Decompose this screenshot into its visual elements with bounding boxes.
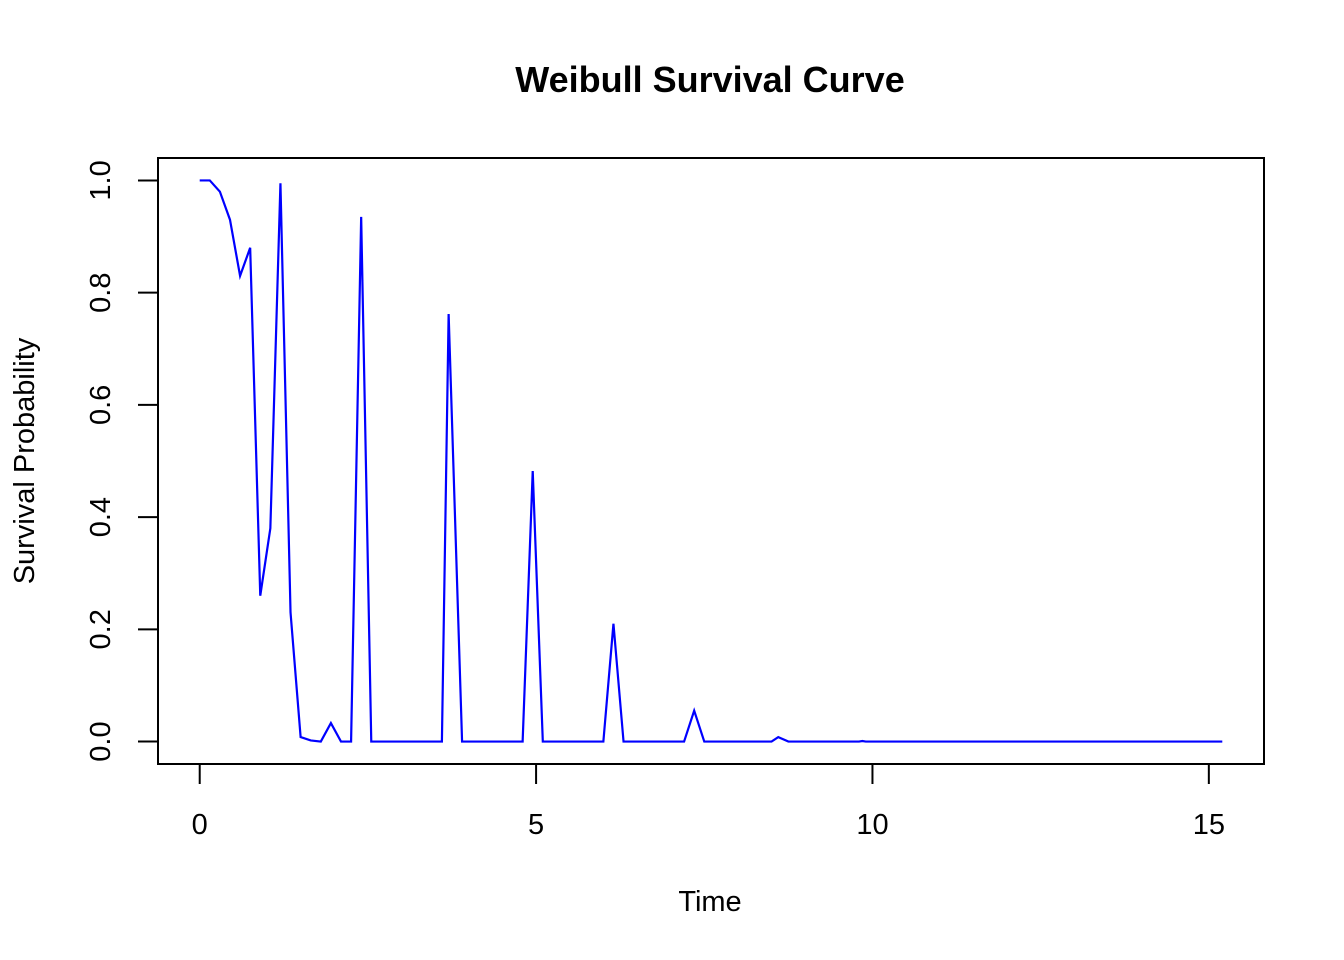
plot-frame (157, 157, 1265, 765)
y-tick-label: 0.8 (85, 273, 117, 313)
y-tick-label: 0.4 (85, 497, 117, 537)
x-tick-label: 5 (528, 809, 544, 841)
y-tick-label: 0.2 (85, 609, 117, 649)
y-tick-label: 0.0 (85, 721, 117, 761)
y-tick-label: 1.0 (85, 160, 117, 200)
y-axis: 0.0 0.2 0.4 0.6 0.8 1.0 (85, 160, 159, 762)
series-layer (199, 179, 1223, 743)
chart-title: Weibull Survival Curve (515, 59, 904, 100)
survival-series-line (199, 179, 1223, 743)
x-axis: 0 5 10 15 (192, 763, 1225, 841)
x-tick-label: 10 (856, 809, 888, 841)
y-tick-label: 0.6 (85, 385, 117, 425)
y-axis-label: Survival Probability (9, 337, 41, 584)
x-tick-label: 0 (192, 809, 208, 841)
x-axis-label: Time (678, 886, 741, 918)
x-tick-label: 15 (1193, 809, 1225, 841)
